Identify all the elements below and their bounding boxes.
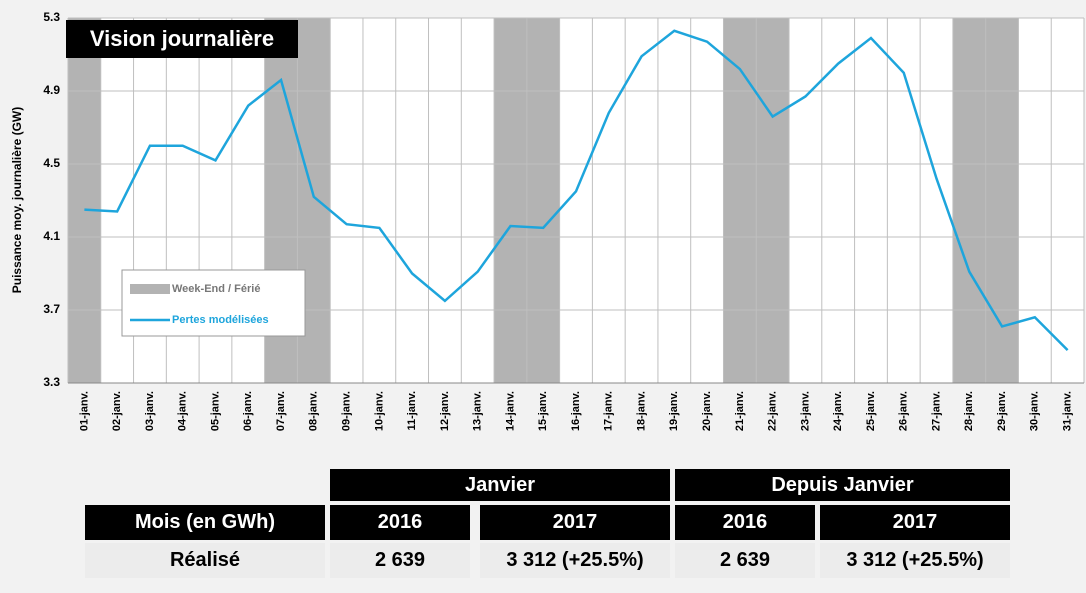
x-tick-label: 25-janv. <box>865 391 877 431</box>
chart: Vision journalière Puissance moy. journa… <box>10 10 1085 431</box>
weekend-band <box>723 18 757 383</box>
table-cell: Depuis Janvier <box>675 469 1010 501</box>
table-cell: 2016 <box>675 505 815 540</box>
x-tick-label: 02-janv. <box>111 391 123 431</box>
x-tick-label: 20-janv. <box>701 391 713 431</box>
x-tick-label: 28-janv. <box>963 391 975 431</box>
weekend-band <box>494 18 527 383</box>
x-tick-label: 19-janv. <box>668 391 680 431</box>
table-cell: 2017 <box>820 505 1010 540</box>
x-tick-label: 07-janv. <box>275 391 287 431</box>
x-tick-label: 13-janv. <box>472 391 484 431</box>
y-tick-label: 4.1 <box>43 229 60 243</box>
y-tick-label: 3.7 <box>43 302 60 316</box>
x-tick-label: 15-janv. <box>537 391 549 431</box>
table-cell: 2016 <box>330 505 470 540</box>
legend-label: Week-End / Férié <box>172 283 260 295</box>
x-tick-label: 21-janv. <box>734 391 746 431</box>
y-tick-label: 3.3 <box>43 375 60 389</box>
y-axis-label: Puissance moy. journalière (GW) <box>10 107 24 294</box>
x-tick-label: 03-janv. <box>144 391 156 431</box>
table-cell: 2 639 <box>330 543 470 578</box>
x-tick-label: 11-janv. <box>406 391 418 431</box>
legend-label: Pertes modélisées <box>172 314 269 326</box>
x-tick-label: 22-janv. <box>767 391 779 431</box>
legend-swatch <box>130 284 170 294</box>
x-tick-label: 29-janv. <box>996 391 1008 431</box>
title-box <box>66 20 298 58</box>
weekend-band <box>985 18 1019 383</box>
weekend-band <box>68 18 101 383</box>
table-cell: 2017 <box>480 505 670 540</box>
x-tick-label: 09-janv. <box>340 391 352 431</box>
x-tick-label: 08-janv. <box>308 391 320 431</box>
x-tick-label: 18-janv. <box>635 391 647 431</box>
y-tick-label: 4.5 <box>43 156 60 170</box>
table-cell: 3 312 (+25.5%) <box>820 543 1010 578</box>
table-cell: Réalisé <box>85 543 325 578</box>
x-tick-label: 17-janv. <box>603 391 615 431</box>
x-tick-label: 16-janv. <box>570 391 582 431</box>
x-tick-label: 05-janv. <box>209 391 221 431</box>
x-tick-label: 01-janv. <box>78 391 90 431</box>
x-tick-label: 23-janv. <box>799 391 811 431</box>
x-tick-label: 06-janv. <box>242 391 254 431</box>
x-tick-label: 31-janv. <box>1062 391 1074 431</box>
x-tick-label: 26-janv. <box>898 391 910 431</box>
x-tick-label: 24-janv. <box>832 391 844 431</box>
x-tick-label: 14-janv. <box>504 391 516 431</box>
table-cell: 3 312 (+25.5%) <box>480 543 670 578</box>
x-tick-label: 10-janv. <box>373 391 385 431</box>
x-tick-label: 30-janv. <box>1029 391 1041 431</box>
table-cell: 2 639 <box>675 543 815 578</box>
weekend-band <box>756 18 790 383</box>
table-cell: Janvier <box>330 469 670 501</box>
table-cell: Mois (en GWh) <box>85 505 325 540</box>
x-tick-label: 12-janv. <box>439 391 451 431</box>
x-tick-label: 27-janv. <box>930 391 942 431</box>
weekend-band <box>952 18 986 383</box>
weekend-band <box>526 18 560 383</box>
chart-title: Vision journalière <box>90 26 274 51</box>
line-series <box>84 29 1069 352</box>
y-tick-label: 4.9 <box>43 83 60 97</box>
legend-box <box>121 269 306 337</box>
y-tick-label: 5.3 <box>43 10 60 24</box>
x-tick-label: 04-janv. <box>177 391 189 431</box>
